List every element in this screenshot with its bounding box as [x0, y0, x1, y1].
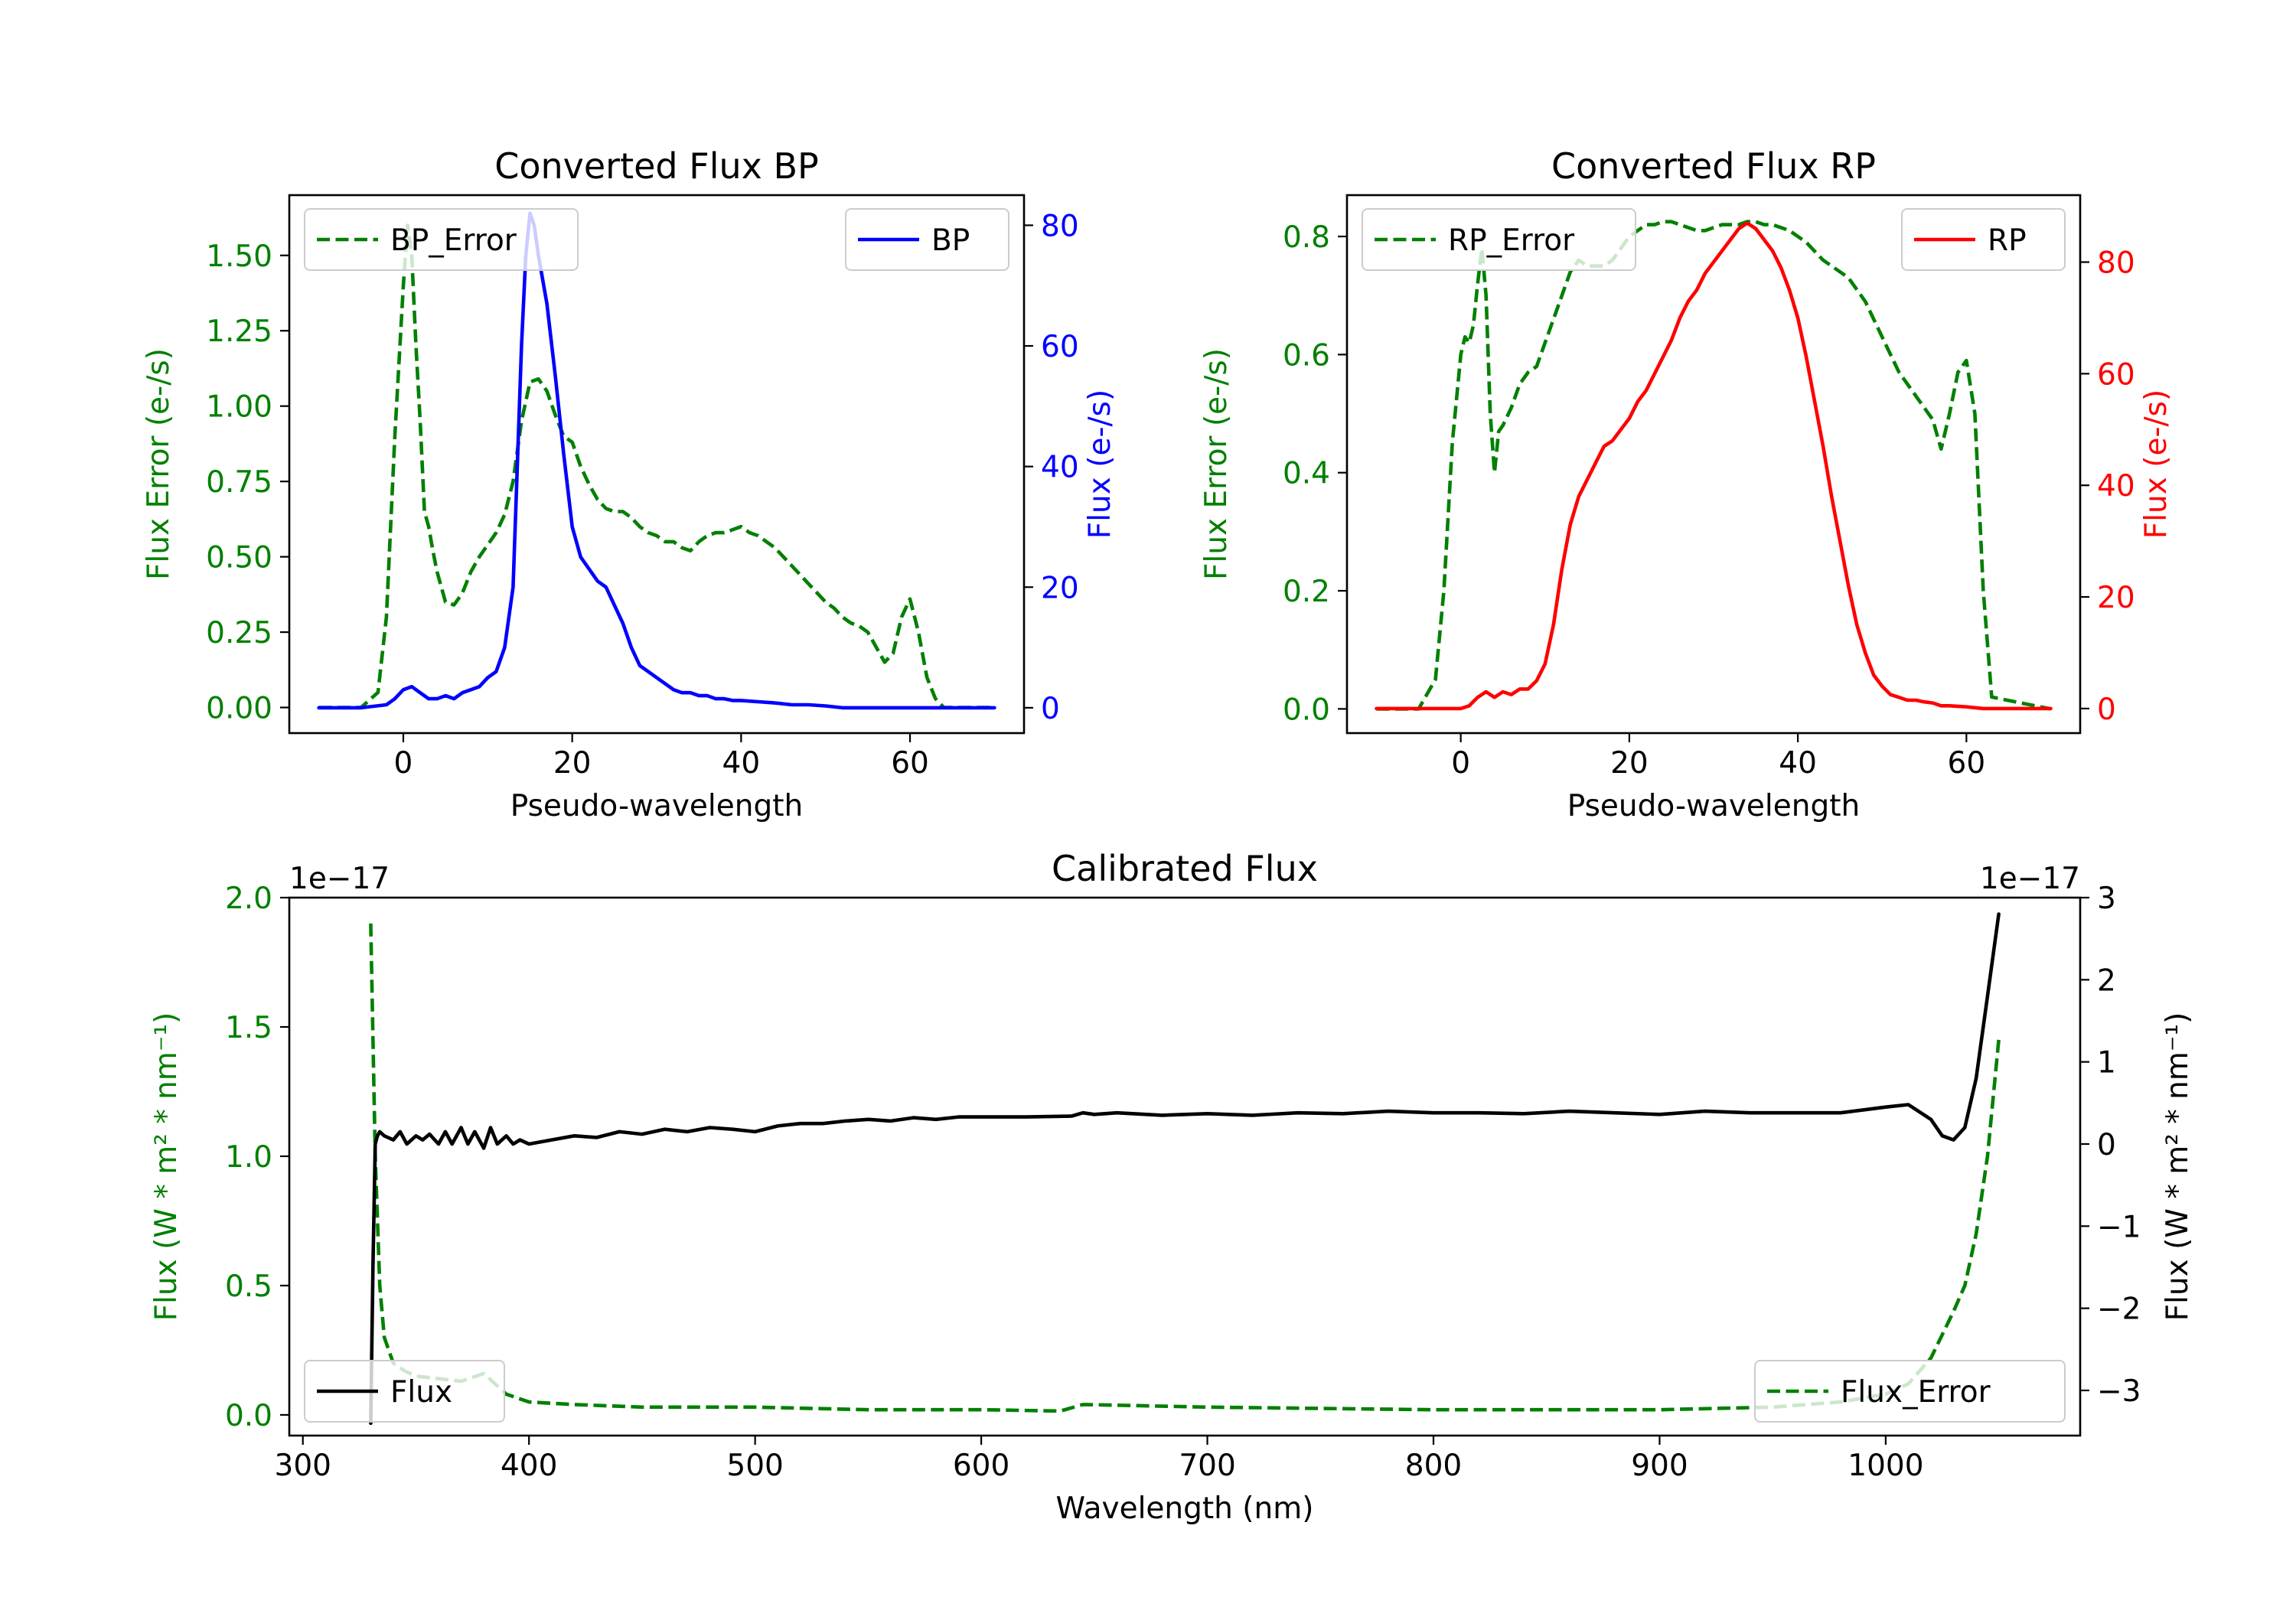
y-axis-label-left: Flux Error (e-/s)	[142, 348, 176, 580]
x-tick-label: 0	[394, 746, 413, 781]
offset-label-left: 1e−17	[289, 862, 390, 896]
y-tick-label-right: 0	[2097, 1128, 2116, 1162]
y-tick-label-left: 1.0	[225, 1140, 272, 1175]
legend-right: Flux_Error	[1754, 1360, 2066, 1423]
y-axis-label-left: Flux Error (e-/s)	[1199, 348, 1234, 580]
chart-title: Converted Flux RP	[1551, 145, 1876, 187]
legend-label: BP	[931, 223, 970, 258]
y-tick-label-right: 2	[2097, 963, 2116, 998]
bp-series-group	[317, 211, 996, 710]
x-tick-label: 60	[1948, 746, 1986, 781]
x-tick-label: 700	[1179, 1449, 1235, 1483]
legend-right: BP	[845, 208, 1009, 271]
y-tick-label-left: 0.6	[1283, 338, 1330, 373]
y-tick-label-left: 1.5	[225, 1011, 272, 1045]
legend-box	[1754, 1360, 2066, 1423]
y-tick-label-right: 20	[1041, 571, 1079, 605]
plot-frame	[1345, 194, 2082, 735]
x-tick-label: 40	[1779, 746, 1817, 781]
chart-rp: 0 20 40 60 0.0 0.2 0.4 0.6 0.8 0 20 40 60 80 Converted…	[1199, 145, 2174, 823]
legend-right: RP	[1901, 208, 2066, 271]
y-tick-label-left: 1.00	[206, 390, 272, 425]
x-tick-label: 0	[1451, 746, 1470, 781]
legend-label: BP_Error	[390, 223, 517, 258]
series-line-bp	[317, 211, 996, 710]
legend-left: Flux	[304, 1360, 505, 1423]
y-axis-label-right: Flux (e-/s)	[1083, 390, 1117, 539]
legend-label: Flux_Error	[1841, 1375, 1991, 1410]
offset-label-right: 1e−17	[1980, 862, 2080, 896]
x-tick-label: 40	[722, 746, 761, 781]
plot-frame	[288, 194, 1026, 735]
x-tick-label: 300	[275, 1449, 331, 1483]
x-tick-label: 1000	[1848, 1449, 1923, 1483]
legend-label: RP	[1988, 223, 2027, 258]
y-axis-label-right: Flux (W * m² * nm⁻¹)	[2161, 1012, 2195, 1322]
x-tick-label: 900	[1631, 1449, 1688, 1483]
plot-frame	[288, 896, 2082, 1437]
x-axis-label: Pseudo-wavelength	[1567, 789, 1860, 823]
y-tick-label-right: 0	[1041, 692, 1060, 726]
series-line-flux	[369, 912, 2001, 1426]
y-tick-label-left: 0.50	[206, 541, 272, 575]
chart-panels: 0 20 40 600.000.250.500.751.001.251.5002040…	[142, 145, 2195, 1526]
chart-calibrated: 300 400 500 600 700 800 900 1000 0.0 0.5 1.0 1.5 2.0…	[149, 848, 2195, 1526]
legend-left: BP_Error	[304, 208, 579, 271]
y-tick-label-right: 3	[2097, 882, 2116, 916]
y-tick-label-left: 0.4	[1283, 457, 1330, 491]
series-line-rp	[1375, 221, 2053, 711]
y-axis-label-right: Flux (e-/s)	[2139, 390, 2174, 539]
legend-left: RP_Error	[1362, 208, 1636, 271]
y-tick-label-right: 60	[2097, 357, 2135, 392]
x-tick-label: 600	[953, 1449, 1009, 1483]
y-tick-label-right: 1	[2097, 1046, 2116, 1081]
y-tick-label-left: 2.0	[225, 882, 272, 916]
x-axis-label: Wavelength (nm)	[1056, 1491, 1314, 1526]
chart-title: Calibrated Flux	[1052, 848, 1318, 889]
series-line-bp-error	[318, 223, 995, 709]
y-tick-label-left: 1.25	[206, 315, 272, 349]
y-tick-label-left: 0.00	[206, 692, 272, 726]
chart-title: Converted Flux BP	[494, 145, 819, 187]
x-tick-label: 20	[553, 746, 592, 781]
legend-box	[304, 1360, 505, 1423]
rp-series-group	[1375, 220, 2053, 711]
y-tick-label-right: −3	[2097, 1374, 2141, 1409]
y-tick-label-right: 40	[1041, 451, 1079, 485]
y-tick-label-right: 40	[2097, 469, 2135, 504]
y-tick-label-left: 0.0	[1283, 693, 1330, 727]
x-tick-label: 60	[891, 746, 929, 781]
y-axis-label-left: Flux (W * m² * nm⁻¹)	[149, 1012, 184, 1322]
legend-box	[1901, 208, 2066, 271]
y-tick-label-right: 60	[1041, 330, 1079, 364]
legend-label: RP_Error	[1448, 223, 1575, 258]
x-tick-label: 400	[501, 1449, 557, 1483]
y-tick-label-right: −2	[2097, 1292, 2141, 1327]
y-tick-label-left: 0.2	[1283, 575, 1330, 609]
y-tick-label-right: 20	[2097, 581, 2135, 615]
y-tick-label-left: 1.50	[206, 240, 272, 274]
x-tick-label: 500	[726, 1449, 783, 1483]
y-tick-label-left: 0.0	[225, 1399, 272, 1433]
legend-box	[845, 208, 1009, 271]
y-tick-label-right: −1	[2097, 1210, 2141, 1244]
y-tick-label-left: 0.75	[206, 465, 272, 500]
series-line-rp-error	[1376, 220, 2051, 711]
y-tick-label-left: 0.25	[206, 616, 272, 650]
y-tick-label-right: 80	[1041, 209, 1079, 243]
legend-label: Flux	[390, 1375, 452, 1410]
y-tick-label-right: 80	[2097, 246, 2135, 281]
legend-box	[1362, 208, 1636, 271]
chart-bp: 0 20 40 60 0.00 0.25 0.50 0.75 1.00 1.25 1.50 0 20 40…	[142, 145, 1117, 823]
legend-box	[304, 208, 579, 271]
y-tick-label-left: 0.8	[1283, 220, 1330, 255]
y-tick-label-left: 0.5	[225, 1270, 272, 1304]
x-tick-label: 800	[1405, 1449, 1462, 1483]
x-axis-label: Pseudo-wavelength	[510, 789, 803, 823]
y-tick-label-right: 0	[2097, 693, 2116, 727]
x-tick-label: 20	[1610, 746, 1649, 781]
